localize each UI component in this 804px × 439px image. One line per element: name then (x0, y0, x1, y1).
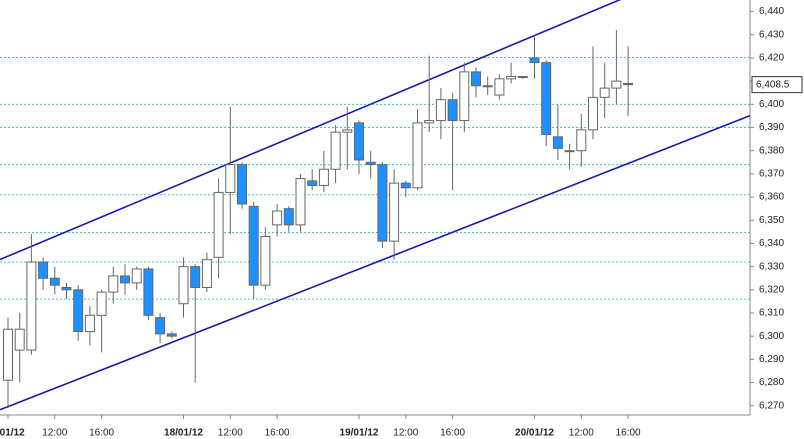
candle-body (576, 129, 587, 152)
candle-body (623, 82, 634, 86)
y-tick-label: 6,420 (759, 53, 784, 64)
candle-body (96, 291, 107, 316)
x-tick-label: 20/01/12 (515, 428, 554, 439)
candle-body (213, 191, 224, 258)
candle-body (377, 164, 388, 242)
candle-body (529, 57, 540, 64)
candle-body (73, 289, 84, 333)
candle-body (342, 129, 353, 133)
y-tick-label: 6,310 (759, 308, 784, 319)
candle-body (260, 235, 271, 286)
candle-body (611, 80, 622, 89)
candle-body (354, 122, 364, 161)
x-tick-label: 18/01/12 (164, 428, 203, 439)
candle-body (61, 286, 72, 291)
candle-body (588, 96, 598, 131)
candle-body (166, 333, 177, 337)
candle-body (517, 76, 528, 79)
x-tick-label: 16:00 (265, 428, 290, 439)
y-tick-label: 6,330 (759, 261, 784, 272)
candle-body (435, 99, 446, 122)
candle-body (424, 120, 435, 124)
candle-body (84, 314, 95, 333)
x-tick-label: 19/01/12 (340, 428, 379, 439)
channel-line (0, 114, 750, 411)
candle-body (494, 78, 505, 96)
candle-body (330, 131, 341, 170)
candle-body (38, 261, 49, 279)
x-tick-label: 16:00 (616, 428, 641, 439)
candle-body (201, 259, 212, 288)
candle-body (272, 210, 283, 226)
candle-body (49, 277, 60, 286)
candle-body (365, 161, 376, 166)
candle-body (108, 275, 119, 293)
candle-body (564, 150, 575, 153)
candle-body (389, 182, 400, 242)
y-tick-label: 6,380 (759, 145, 784, 156)
candle-body (318, 168, 329, 186)
candle-body (237, 164, 247, 205)
y-tick-label: 6,360 (759, 192, 784, 203)
candle-body (459, 71, 470, 122)
x-tick-label: 12:00 (218, 428, 243, 439)
candle-body (283, 208, 294, 226)
y-tick-label: 6,350 (759, 215, 784, 226)
candle-body (26, 261, 37, 351)
x-tick-label: 12:00 (42, 428, 67, 439)
candle-body (131, 268, 142, 284)
candle-body (541, 62, 552, 135)
candle-body (178, 266, 189, 305)
candle-body (471, 71, 481, 87)
y-tick-label: 6,400 (759, 99, 784, 110)
y-tick-label: 6,340 (759, 238, 784, 249)
y-tick-label: 6,270 (759, 400, 784, 411)
candle-body (120, 275, 130, 284)
last-price-box (751, 76, 803, 94)
y-tick-label: 6,320 (759, 284, 784, 295)
x-tick-label: 12:00 (393, 428, 418, 439)
candle-body (482, 85, 493, 88)
x-tick-label: 0/01/12 (0, 428, 25, 439)
candle-body (155, 317, 166, 335)
last-price-label: 6,408.5 (756, 79, 790, 90)
x-tick-label: 16:00 (89, 428, 114, 439)
candle-body (307, 180, 318, 186)
candle-body (190, 266, 201, 288)
candle-body (295, 178, 306, 226)
y-tick-label: 6,370 (759, 169, 784, 180)
candle-body (412, 122, 423, 189)
candle-body (248, 205, 259, 286)
y-tick-label: 6,430 (759, 29, 784, 40)
candle-body (143, 268, 154, 316)
candle-body (14, 328, 25, 351)
y-tick-label: 6,390 (759, 122, 784, 133)
candle-body (3, 328, 13, 381)
candle-body (447, 99, 458, 122)
plot-area (0, 0, 750, 411)
channel-line (0, 0, 622, 261)
x-tick-label: 12:00 (569, 428, 594, 439)
y-tick-label: 6,300 (759, 331, 784, 342)
y-tick-label: 6,440 (759, 6, 784, 17)
candle-body (599, 87, 610, 98)
x-tick-label: 16:00 (440, 428, 465, 439)
y-tick-label: 6,290 (759, 354, 784, 365)
candle-body (552, 136, 563, 149)
candle-body (506, 76, 517, 80)
y-tick-label: 6,280 (759, 377, 784, 388)
candle-body (225, 164, 236, 193)
candle-body (400, 182, 411, 189)
